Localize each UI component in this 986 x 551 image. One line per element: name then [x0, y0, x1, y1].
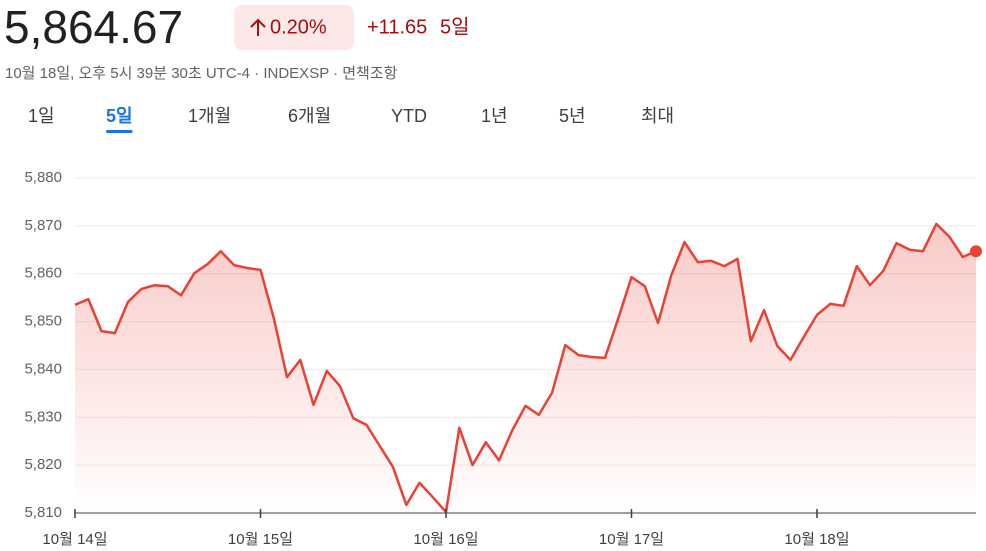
price-line [74, 222, 977, 514]
tab[interactable]: 1일 [28, 106, 55, 126]
y-tick-label: 5,860 [24, 265, 62, 282]
change-badge [234, 5, 354, 50]
y-tick-label: 5,830 [24, 408, 62, 425]
x-tick-label: 10월 14일 [42, 531, 107, 548]
x-tick-label: 10월 17일 [599, 531, 664, 548]
tab[interactable]: 1개월 [188, 106, 231, 126]
last-point [970, 245, 982, 258]
tabs: 1일 5일 1개월 6개월 YTD 1년 5년 최대 [28, 106, 674, 133]
tab-underline [106, 130, 133, 133]
subtitle: 10월 18일, 오후 5시 39분 30초 UTC-4 · INDEXSP ·… [5, 65, 398, 82]
tab[interactable]: YTD [391, 106, 427, 126]
x-tick-label: 10월 18일 [784, 531, 849, 548]
up-arrow [250, 18, 266, 36]
tab[interactable]: 5년 [559, 106, 586, 126]
change-pct: 0.20% [270, 16, 327, 38]
tab[interactable]: 1년 [481, 106, 508, 126]
y-tick-label: 5,820 [24, 456, 62, 473]
period: 5일 [440, 15, 470, 38]
tab[interactable]: 6개월 [288, 106, 331, 126]
x-tick-label: 10월 16일 [413, 531, 478, 548]
y-tick-label: 5,840 [24, 360, 62, 377]
y-tick-label: 5,850 [24, 313, 62, 330]
change-abs: +11.65 [367, 16, 427, 38]
y-tick-label: 5,870 [24, 217, 62, 234]
area-fill [75, 223, 976, 513]
y-tick-label: 5,880 [24, 169, 62, 186]
chart: 5,810 5,820 5,830 5,840 5,850 5,860 5,870 5,880… [24, 169, 982, 548]
y-tick-label: 5,810 [24, 504, 62, 521]
x-tick-label: 10월 15일 [228, 531, 293, 548]
price: 5,864.67 [4, 1, 183, 53]
tab[interactable]: 5일 [106, 106, 133, 126]
tab[interactable]: 최대 [641, 106, 674, 126]
